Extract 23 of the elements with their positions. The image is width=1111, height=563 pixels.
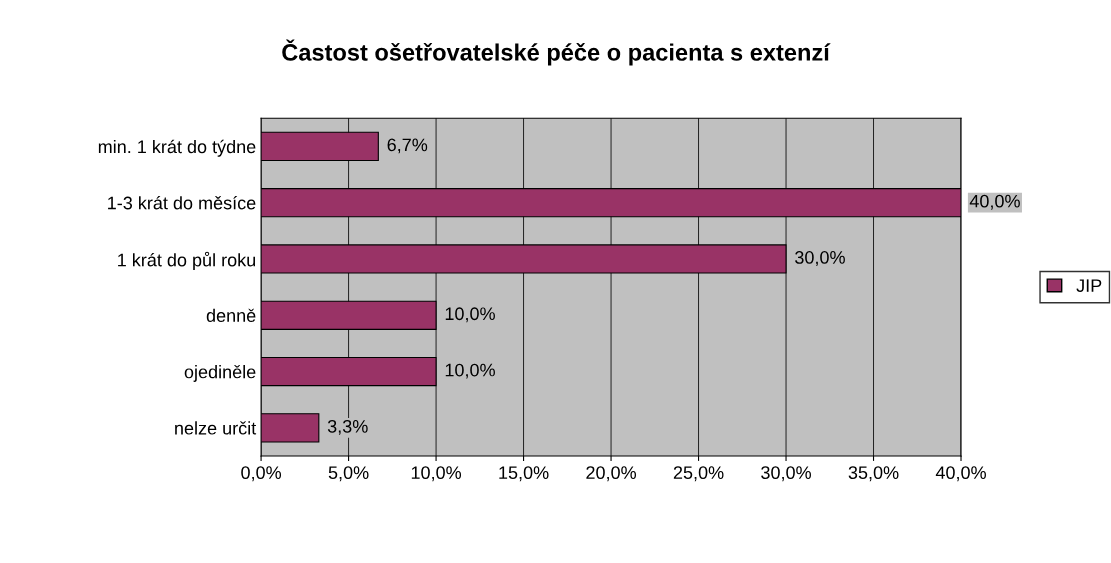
data-label: 6,7%	[387, 138, 428, 154]
x-tick-label: 35,0%	[848, 466, 899, 482]
x-tick-label: 30,0%	[761, 466, 811, 482]
y-tick-label: denně	[206, 308, 256, 322]
x-tick-label: 40,0%	[935, 466, 986, 482]
x-tick-label: 5,0%	[328, 466, 369, 482]
y-tick-label: min. 1 krát do týdne	[98, 139, 256, 157]
y-tick-label: ojediněle	[184, 365, 256, 382]
data-label: 40,0%	[969, 194, 1020, 210]
x-tick-label: 15,0%	[499, 466, 549, 482]
y-tick-label: nelze určit	[175, 421, 257, 435]
data-label: 10,0%	[445, 307, 495, 323]
x-tick-label: 20,0%	[586, 466, 637, 482]
x-tick-label: 25,0%	[673, 466, 724, 482]
y-tick-label: 1-3 krát do měsíce	[108, 195, 256, 210]
y-tick-label: 1 krát do půl roku	[118, 251, 256, 270]
data-label: 30,0%	[795, 251, 845, 266]
chart-title: Častost ošetřovatelské péče o pacienta s extenzí	[282, 39, 831, 66]
data-label: 3,3%	[327, 419, 368, 435]
data-label: 10,0%	[445, 363, 495, 379]
legend-label: JIP	[1076, 279, 1102, 292]
x-tick-label: 10,0%	[411, 466, 462, 482]
x-tick-label: 0,0%	[241, 466, 282, 482]
